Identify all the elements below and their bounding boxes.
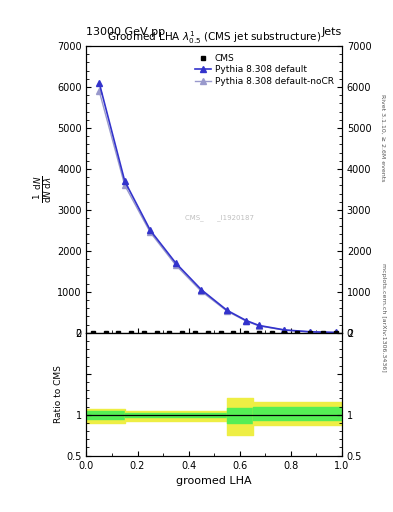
CMS [282, 330, 287, 336]
CMS [193, 330, 197, 336]
Pythia 8.308 default-noCR [225, 308, 230, 314]
Pythia 8.308 default [225, 307, 230, 313]
Pythia 8.308 default-noCR [123, 182, 127, 188]
Pythia 8.308 default [174, 260, 178, 266]
Pythia 8.308 default-noCR [174, 262, 178, 268]
CMS [206, 330, 210, 336]
CMS [231, 330, 236, 336]
Pythia 8.308 default [257, 323, 261, 329]
Text: Jets: Jets [321, 27, 342, 37]
CMS [129, 330, 134, 336]
Pythia 8.308 default [199, 287, 204, 293]
Pythia 8.308 default [333, 329, 338, 335]
Y-axis label: $\frac{1}{\mathrm{d}N}\frac{\mathrm{d}N}{\mathrm{d}\lambda}$: $\frac{1}{\mathrm{d}N}\frac{\mathrm{d}N}… [32, 176, 54, 203]
Title: Groomed LHA $\lambda^{1}_{0.5}$ (CMS jet substructure): Groomed LHA $\lambda^{1}_{0.5}$ (CMS jet… [107, 29, 321, 46]
Pythia 8.308 default-noCR [308, 329, 312, 335]
CMS [116, 330, 121, 336]
Line: CMS: CMS [91, 331, 338, 335]
Pythia 8.308 default-noCR [282, 327, 287, 333]
Pythia 8.308 default-noCR [148, 229, 152, 236]
CMS [244, 330, 248, 336]
CMS [141, 330, 146, 336]
Pythia 8.308 default [123, 178, 127, 184]
CMS [308, 330, 312, 336]
Pythia 8.308 default [148, 227, 152, 233]
Pythia 8.308 default [308, 329, 312, 335]
CMS [103, 330, 108, 336]
CMS [154, 330, 159, 336]
CMS [218, 330, 223, 336]
Text: Rivet 3.1.10, ≥ 2.6M events: Rivet 3.1.10, ≥ 2.6M events [381, 95, 386, 182]
Pythia 8.308 default [282, 327, 287, 333]
X-axis label: groomed LHA: groomed LHA [176, 476, 252, 486]
Line: Pythia 8.308 default: Pythia 8.308 default [96, 80, 338, 335]
CMS [257, 330, 261, 336]
CMS [167, 330, 172, 336]
CMS [320, 330, 325, 336]
Legend: CMS, Pythia 8.308 default, Pythia 8.308 default-noCR: CMS, Pythia 8.308 default, Pythia 8.308 … [191, 51, 338, 89]
Text: CMS_      _I1920187: CMS_ _I1920187 [185, 215, 254, 222]
Pythia 8.308 default-noCR [257, 323, 261, 329]
Pythia 8.308 default-noCR [333, 329, 338, 335]
CMS [333, 330, 338, 336]
CMS [295, 330, 299, 336]
Pythia 8.308 default-noCR [244, 318, 248, 324]
Y-axis label: Ratio to CMS: Ratio to CMS [55, 365, 63, 423]
Text: mcplots.cern.ch [arXiv:1306.3436]: mcplots.cern.ch [arXiv:1306.3436] [381, 263, 386, 372]
CMS [269, 330, 274, 336]
CMS [90, 330, 95, 336]
Text: 13000 GeV pp: 13000 GeV pp [86, 27, 165, 37]
Pythia 8.308 default [97, 80, 101, 86]
Pythia 8.308 default-noCR [199, 288, 204, 294]
Line: Pythia 8.308 default-noCR: Pythia 8.308 default-noCR [96, 89, 338, 335]
Pythia 8.308 default-noCR [97, 88, 101, 94]
CMS [180, 330, 185, 336]
Pythia 8.308 default [244, 317, 248, 324]
